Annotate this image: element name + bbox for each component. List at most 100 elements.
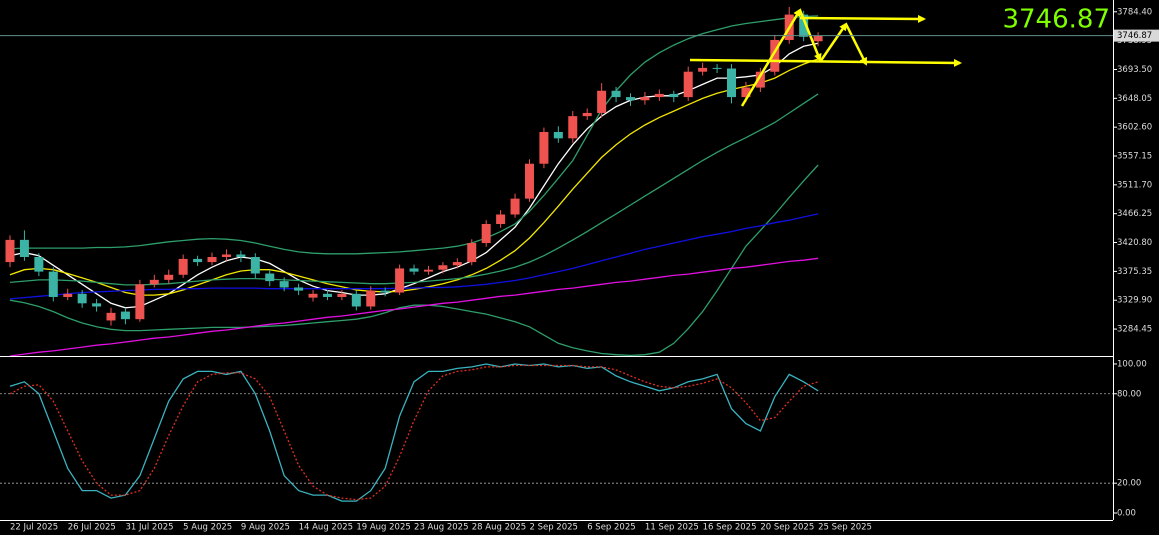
candle-body [164, 274, 174, 280]
candle-body [755, 71, 765, 88]
annotations [689, 8, 962, 107]
candle-body [395, 268, 405, 293]
y-tick-label: 3648.05 [1117, 94, 1152, 104]
candle-body [741, 87, 751, 98]
y-tick-label: 3420.80 [1117, 238, 1152, 248]
y-tick-label: 20.00 [1117, 479, 1141, 489]
candle-body [207, 257, 217, 263]
candle-body [524, 163, 534, 199]
candle-body [19, 239, 29, 258]
indicator-line [9, 58, 819, 296]
arrow [740, 8, 802, 107]
candle-body [597, 90, 607, 113]
candle-body [193, 258, 203, 263]
y-tick-label: 3511.70 [1117, 180, 1152, 190]
candle-body [727, 68, 736, 98]
candle-body [34, 257, 44, 272]
x-tick-label: 14 Aug 2025 [299, 523, 353, 533]
candle-body [481, 224, 491, 244]
candle-body [698, 67, 708, 72]
candle-body [770, 39, 780, 72]
candle-body [221, 254, 231, 258]
candle-body [5, 239, 15, 263]
candle-body [322, 293, 332, 297]
candle-body [135, 284, 145, 320]
x-tick-label: 23 Aug 2025 [414, 523, 468, 533]
x-tick-label: 26 Jul 2025 [68, 523, 116, 533]
candle-body [236, 254, 246, 258]
candle-body [409, 268, 419, 272]
indicator-line [9, 213, 819, 300]
x-tick-label: 20 Sep 2025 [760, 523, 814, 533]
indicator-line [9, 363, 819, 502]
candle-body [63, 293, 73, 297]
candle-body [467, 243, 477, 263]
y-tick-label: 80.00 [1117, 389, 1141, 399]
price-big: 3746.87 [1002, 5, 1110, 35]
candle-body [813, 35, 823, 42]
y-tick-label: 0.00 [1117, 508, 1136, 518]
y-tick-label: 3375.35 [1117, 267, 1152, 277]
candle-body [48, 271, 58, 297]
candle-body [120, 311, 130, 320]
candle-body [366, 290, 376, 307]
candle-body [265, 273, 275, 282]
indicator-line [9, 164, 819, 357]
candle-body [279, 281, 289, 288]
indicator-line [9, 257, 819, 357]
candle-body [380, 290, 390, 293]
price-label-bg [1114, 29, 1159, 42]
y-tick-label: 3784.40 [1117, 7, 1152, 17]
plot-layer [0, 6, 1113, 502]
x-tick-label: 2 Sep 2025 [529, 523, 577, 533]
candle-body [683, 71, 693, 98]
x-tick-label: 9 Aug 2025 [241, 523, 290, 533]
candle-body [669, 93, 679, 98]
candle-body [149, 279, 159, 285]
x-tick-label: 31 Jul 2025 [125, 523, 173, 533]
x-tick-label: 19 Aug 2025 [356, 523, 410, 533]
candle-body [625, 97, 635, 101]
candle-body [423, 269, 433, 272]
candle-body [294, 287, 304, 291]
candle-body [308, 293, 318, 298]
candle-body [178, 258, 188, 275]
candle-body [712, 67, 722, 69]
y-tick-label: 3693.50 [1117, 65, 1152, 75]
candle-body [799, 14, 809, 37]
candle-body [582, 112, 592, 117]
x-tick-label: 22 Jul 2025 [10, 523, 58, 533]
indicator-line [9, 93, 819, 286]
price-label: 3746.87 [1117, 31, 1152, 41]
y-tick-label: 3602.60 [1117, 123, 1152, 133]
indicator-line [9, 15, 819, 255]
indicator-line [9, 42, 819, 309]
candle-body [337, 293, 347, 297]
candle-body [553, 131, 563, 139]
x-tick-label: 6 Sep 2025 [587, 523, 635, 533]
x-tick-label: 28 Aug 2025 [472, 523, 526, 533]
candle-body [654, 93, 664, 98]
x-tick-label: 11 Sep 2025 [645, 523, 699, 533]
y-tick-label: 3284.45 [1117, 325, 1152, 335]
y-tick-label: 100.00 [1117, 359, 1147, 369]
candle-body [611, 90, 621, 98]
candle-body [568, 116, 578, 139]
candle-body [351, 293, 361, 307]
y-tick-label: 3557.15 [1117, 152, 1152, 162]
y-tick-label: 3329.90 [1117, 296, 1152, 306]
candle-body [452, 262, 462, 266]
candle-body [510, 198, 520, 215]
x-tick-label: 5 Aug 2025 [183, 523, 232, 533]
candle-body [77, 293, 87, 304]
candle-body [92, 303, 102, 307]
x-tick-label: 25 Sep 2025 [818, 523, 872, 533]
candle-body [438, 265, 448, 270]
arrow [818, 22, 848, 63]
arrow [798, 9, 822, 62]
y-tick-label: 3466.25 [1117, 209, 1152, 219]
x-tick-label: 16 Sep 2025 [703, 523, 757, 533]
